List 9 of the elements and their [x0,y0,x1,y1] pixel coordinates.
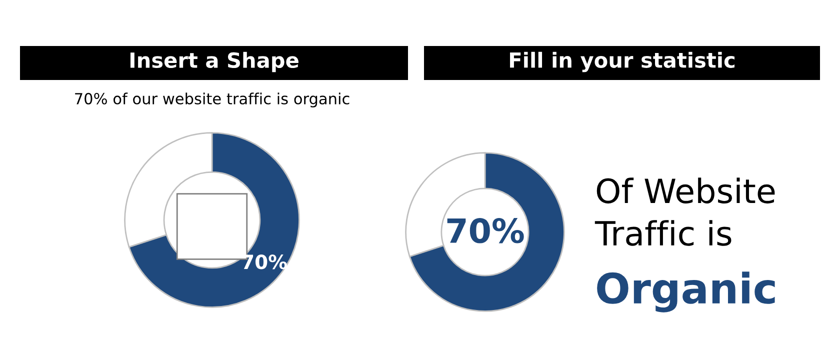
chart-subtitle: 70% of our website traffic is organic [75,92,350,108]
donut-slice [408,152,565,312]
text: Fill in your statistic [510,52,734,72]
text: 70% [447,218,524,244]
text: Of Website Traffic is [594,178,775,246]
data-label: 70% [242,254,287,270]
text: Organic [597,272,775,312]
donut-slice [128,132,300,308]
chart-title: Insert a Shape [130,52,298,72]
